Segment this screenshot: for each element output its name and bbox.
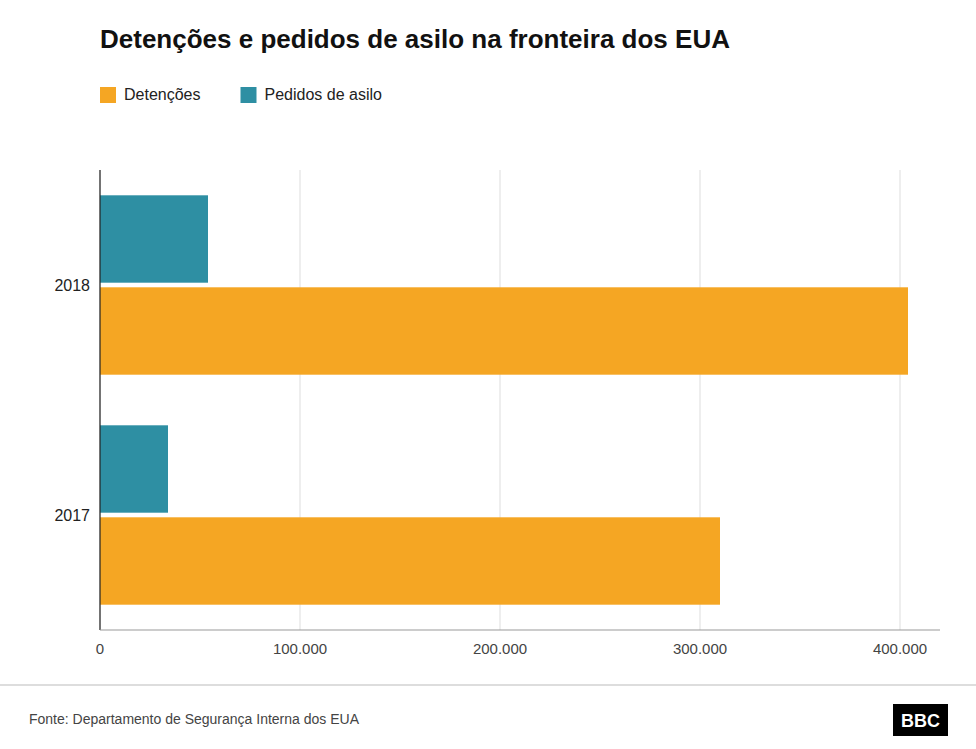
tick-label: 0 — [96, 640, 104, 657]
tick-label: 200.000 — [473, 640, 527, 657]
logo-box — [893, 704, 948, 736]
grid-line — [100, 170, 101, 630]
legend-label: Pedidos de asilo — [265, 86, 383, 103]
separator — [0, 685, 976, 686]
y-axis: 2017 2018 — [54, 277, 90, 524]
footnote: Fonte: Departamento de Segurança Interna… — [29, 711, 360, 727]
legend-swatch — [100, 87, 116, 103]
category-label: 2018 — [54, 277, 90, 294]
x-axis-line — [100, 630, 940, 631]
legend: Detenções Pedidos de asilo — [100, 86, 382, 103]
bar — [100, 195, 208, 282]
category-label: 2017 — [54, 507, 90, 524]
tick-label: 300.000 — [673, 640, 727, 657]
x-axis: 0 100.000 200.000 300.000 400.000 — [96, 640, 927, 657]
tick-label: 400.000 — [873, 640, 927, 657]
bar — [100, 425, 168, 512]
legend-swatch — [241, 87, 257, 103]
legend-label: Detenções — [124, 86, 201, 103]
bar — [100, 287, 908, 374]
tick-label: 100.000 — [273, 640, 327, 657]
title: Detenções e pedidos de asilo na fronteir… — [100, 24, 730, 54]
grid-line — [900, 170, 901, 630]
y-axis-line — [99, 170, 100, 630]
grid — [100, 170, 900, 630]
logo: BBC — [893, 704, 948, 736]
logo-text: BBC — [901, 711, 940, 731]
bars — [100, 195, 908, 604]
chart: Detenções e pedidos de asilo na fronteir… — [0, 0, 976, 749]
bar — [100, 517, 720, 604]
